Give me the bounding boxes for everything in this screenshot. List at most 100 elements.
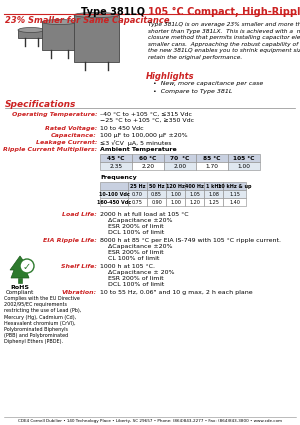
Bar — [185, 182, 204, 190]
Text: Load Life:: Load Life: — [62, 212, 97, 217]
Text: 120 Hz: 120 Hz — [166, 184, 185, 189]
Text: Complies with the EU Directive
2002/95/EC requirements
restricting the use of Le: Complies with the EU Directive 2002/95/E… — [4, 296, 81, 344]
Text: Frequency: Frequency — [100, 175, 137, 180]
Text: •  Compare to Type 381L: • Compare to Type 381L — [153, 89, 232, 94]
Text: DCL 100% of limit: DCL 100% of limit — [108, 230, 164, 235]
Text: Highlights: Highlights — [146, 72, 194, 81]
Text: 2.00: 2.00 — [173, 164, 187, 168]
Text: 1.15: 1.15 — [229, 192, 240, 196]
Text: 0.75: 0.75 — [132, 199, 143, 204]
Ellipse shape — [18, 28, 44, 32]
Bar — [18, 278, 22, 283]
Text: Specifications: Specifications — [5, 100, 76, 109]
Text: ΔCapacitance ±20%: ΔCapacitance ±20% — [108, 244, 172, 249]
Text: 60 °C: 60 °C — [139, 156, 157, 161]
Text: DCL 100% of limit: DCL 100% of limit — [108, 282, 164, 287]
Bar — [164, 154, 196, 162]
Text: EIA Ripple Life:: EIA Ripple Life: — [43, 238, 97, 243]
Text: –40 °C to +105 °C, ≤315 Vdc
−25 °C to +105 °C, ≥350 Vdc: –40 °C to +105 °C, ≤315 Vdc −25 °C to +1… — [100, 112, 194, 123]
Text: •  New, more capacitance per case: • New, more capacitance per case — [153, 81, 263, 86]
Bar — [147, 182, 166, 190]
Text: CL 100% of limit: CL 100% of limit — [108, 256, 159, 261]
Ellipse shape — [42, 20, 77, 25]
Text: ΔCapacitance ± 20%: ΔCapacitance ± 20% — [108, 270, 175, 275]
Text: 160-450 Vdc: 160-450 Vdc — [97, 199, 131, 204]
Bar — [196, 154, 228, 162]
Text: 2000 h at full load at 105 °C: 2000 h at full load at 105 °C — [100, 212, 189, 217]
Bar — [223, 190, 246, 198]
Bar — [185, 198, 204, 206]
Bar — [228, 154, 260, 162]
Text: Capacitance:: Capacitance: — [51, 133, 97, 138]
Text: CDE4 Cornell Dubilier • 140 Technology Place • Liberty, SC 29657 • Phone: (864)8: CDE4 Cornell Dubilier • 140 Technology P… — [18, 419, 282, 423]
Text: 10 to 55 Hz, 0.06" and 10 g max, 2 h each plane: 10 to 55 Hz, 0.06" and 10 g max, 2 h eac… — [100, 290, 253, 295]
Bar — [147, 198, 166, 206]
Bar — [132, 154, 164, 162]
Bar — [100, 182, 128, 190]
Ellipse shape — [74, 12, 119, 17]
Text: 45 °C: 45 °C — [107, 156, 125, 161]
Text: 10 kHz & up: 10 kHz & up — [218, 184, 251, 189]
Bar — [164, 162, 196, 170]
Bar — [42, 22, 77, 50]
Text: Type 381LQ is on average 23% smaller and more than 5 mm
shorter than Type 381LX.: Type 381LQ is on average 23% smaller and… — [148, 22, 300, 60]
Text: 105 °C: 105 °C — [233, 156, 255, 161]
Bar — [204, 190, 223, 198]
Text: 1.00: 1.00 — [170, 192, 181, 196]
Text: Ripple Current Multipliers:: Ripple Current Multipliers: — [3, 147, 97, 152]
Text: Rated Voltage:: Rated Voltage: — [45, 126, 97, 131]
Text: 0.70: 0.70 — [132, 192, 143, 196]
Bar — [204, 198, 223, 206]
Text: RoHS: RoHS — [11, 285, 29, 290]
Text: 8000 h at 85 °C per EIA IS-749 with 105 °C ripple current.: 8000 h at 85 °C per EIA IS-749 with 105 … — [100, 238, 281, 243]
Bar — [196, 162, 228, 170]
Text: Type 381LQ: Type 381LQ — [81, 7, 148, 17]
Bar — [147, 190, 166, 198]
Text: 1.08: 1.08 — [208, 192, 219, 196]
Text: ✓: ✓ — [23, 262, 31, 272]
Text: 10 to 450 Vdc: 10 to 450 Vdc — [100, 126, 144, 131]
Bar — [166, 198, 185, 206]
Text: 100 μF to 100,000 μF ±20%: 100 μF to 100,000 μF ±20% — [100, 133, 188, 138]
Text: Vibration:: Vibration: — [62, 290, 97, 295]
Text: 70  °C: 70 °C — [170, 156, 190, 161]
Text: 1.00: 1.00 — [170, 199, 181, 204]
Bar — [128, 190, 147, 198]
Bar — [100, 162, 132, 170]
Text: 1.00: 1.00 — [238, 164, 250, 168]
Text: 105 °C Compact, High-Ripple Snap-in: 105 °C Compact, High-Ripple Snap-in — [148, 7, 300, 17]
Text: 1 kHz: 1 kHz — [206, 184, 221, 189]
Text: 2.35: 2.35 — [110, 164, 123, 168]
Bar — [128, 198, 147, 206]
Bar — [128, 182, 147, 190]
Bar — [18, 30, 44, 38]
Text: 400 Hz: 400 Hz — [185, 184, 204, 189]
Text: 1.70: 1.70 — [206, 164, 218, 168]
Bar — [100, 198, 128, 206]
Text: 25 Hz: 25 Hz — [130, 184, 145, 189]
Bar — [132, 162, 164, 170]
Text: ESR 200% of limit: ESR 200% of limit — [108, 224, 164, 229]
Text: 1.40: 1.40 — [229, 199, 240, 204]
Bar — [228, 162, 260, 170]
Text: Operating Temperature:: Operating Temperature: — [11, 112, 97, 117]
Text: ≤3 √CV  μA, 5 minutes: ≤3 √CV μA, 5 minutes — [100, 140, 172, 146]
Text: 10-100 Vdc: 10-100 Vdc — [99, 192, 129, 196]
Bar — [185, 190, 204, 198]
Text: 85 °C: 85 °C — [203, 156, 221, 161]
Text: ESR 200% of limit: ESR 200% of limit — [108, 276, 164, 281]
Bar — [100, 190, 128, 198]
Text: 1.05: 1.05 — [189, 192, 200, 196]
Bar — [223, 182, 246, 190]
Text: Ambient Temperature: Ambient Temperature — [100, 147, 177, 152]
Bar — [100, 154, 132, 162]
Text: 2.20: 2.20 — [141, 164, 154, 168]
Bar — [166, 190, 185, 198]
Text: Leakage Current:: Leakage Current: — [36, 140, 97, 145]
Text: 50 Hz: 50 Hz — [149, 184, 164, 189]
Text: 1.20: 1.20 — [189, 199, 200, 204]
Bar — [204, 182, 223, 190]
Bar — [74, 15, 119, 62]
Bar — [166, 182, 185, 190]
Text: ΔCapacitance ±20%: ΔCapacitance ±20% — [108, 218, 172, 223]
